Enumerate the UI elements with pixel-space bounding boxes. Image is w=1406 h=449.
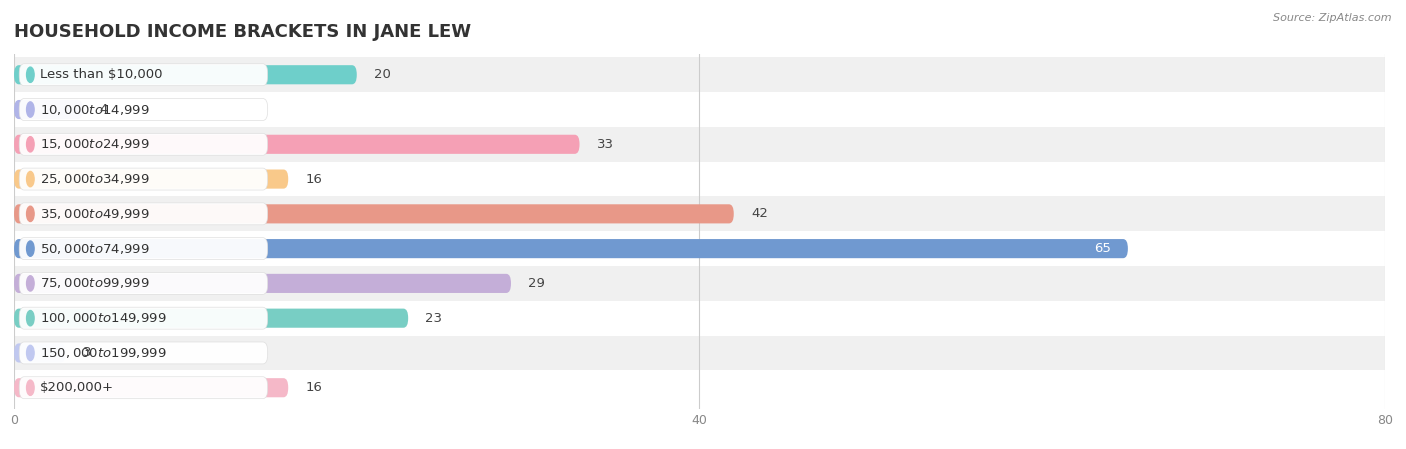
FancyBboxPatch shape: [20, 377, 267, 399]
Circle shape: [27, 136, 34, 152]
FancyBboxPatch shape: [14, 100, 83, 119]
Bar: [14, 127, 1385, 162]
Text: $100,000 to $149,999: $100,000 to $149,999: [39, 311, 166, 325]
Text: HOUSEHOLD INCOME BRACKETS IN JANE LEW: HOUSEHOLD INCOME BRACKETS IN JANE LEW: [14, 23, 471, 41]
FancyBboxPatch shape: [14, 170, 288, 189]
Text: 29: 29: [529, 277, 546, 290]
Text: $15,000 to $24,999: $15,000 to $24,999: [39, 137, 149, 151]
FancyBboxPatch shape: [14, 204, 734, 224]
Circle shape: [27, 380, 34, 396]
FancyBboxPatch shape: [20, 273, 267, 295]
Text: $35,000 to $49,999: $35,000 to $49,999: [39, 207, 149, 221]
Text: $10,000 to $14,999: $10,000 to $14,999: [39, 102, 149, 117]
Bar: [14, 57, 1385, 92]
FancyBboxPatch shape: [20, 99, 267, 120]
Text: $50,000 to $74,999: $50,000 to $74,999: [39, 242, 149, 255]
Bar: [14, 92, 1385, 127]
FancyBboxPatch shape: [14, 343, 66, 362]
Circle shape: [27, 172, 34, 187]
FancyBboxPatch shape: [14, 239, 1128, 258]
Text: $150,000 to $199,999: $150,000 to $199,999: [39, 346, 166, 360]
FancyBboxPatch shape: [20, 133, 267, 155]
Circle shape: [27, 102, 34, 117]
FancyBboxPatch shape: [14, 274, 510, 293]
Bar: [14, 266, 1385, 301]
Text: 20: 20: [374, 68, 391, 81]
FancyBboxPatch shape: [14, 65, 357, 84]
FancyBboxPatch shape: [20, 307, 267, 329]
Text: 23: 23: [425, 312, 443, 325]
Text: $25,000 to $34,999: $25,000 to $34,999: [39, 172, 149, 186]
Text: 33: 33: [596, 138, 613, 151]
FancyBboxPatch shape: [20, 203, 267, 225]
FancyBboxPatch shape: [20, 342, 267, 364]
Bar: [14, 301, 1385, 335]
Circle shape: [27, 241, 34, 256]
Text: $75,000 to $99,999: $75,000 to $99,999: [39, 277, 149, 291]
Text: 16: 16: [305, 172, 322, 185]
Bar: [14, 162, 1385, 197]
Circle shape: [27, 345, 34, 361]
Circle shape: [27, 311, 34, 326]
Bar: [14, 197, 1385, 231]
Circle shape: [27, 67, 34, 83]
FancyBboxPatch shape: [20, 238, 267, 260]
Bar: [14, 231, 1385, 266]
Circle shape: [27, 276, 34, 291]
Text: 4: 4: [100, 103, 108, 116]
Circle shape: [27, 206, 34, 221]
Text: 16: 16: [305, 381, 322, 394]
FancyBboxPatch shape: [14, 135, 579, 154]
Text: Source: ZipAtlas.com: Source: ZipAtlas.com: [1274, 13, 1392, 23]
FancyBboxPatch shape: [14, 378, 288, 397]
FancyBboxPatch shape: [14, 308, 408, 328]
Text: 42: 42: [751, 207, 768, 220]
Text: $200,000+: $200,000+: [39, 381, 114, 394]
FancyBboxPatch shape: [20, 168, 267, 190]
Text: 65: 65: [1094, 242, 1111, 255]
Text: 3: 3: [83, 347, 91, 360]
Bar: [14, 370, 1385, 405]
Bar: [14, 335, 1385, 370]
FancyBboxPatch shape: [20, 64, 267, 86]
Text: Less than $10,000: Less than $10,000: [39, 68, 162, 81]
